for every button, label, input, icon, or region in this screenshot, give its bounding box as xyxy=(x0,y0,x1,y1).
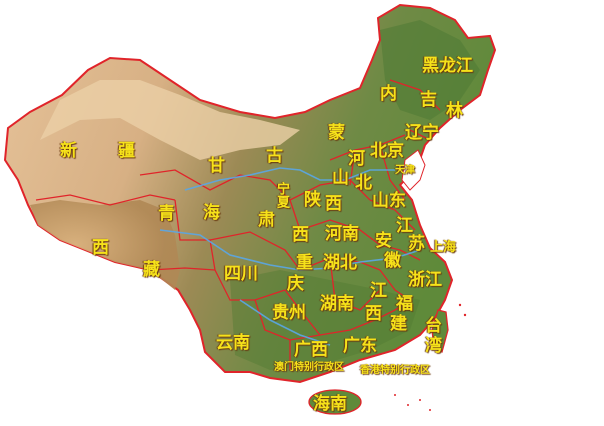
bohai-sea xyxy=(401,149,426,191)
label-guangdong: 广东 xyxy=(343,336,377,356)
label-xinjiang-2: 疆 xyxy=(118,141,135,161)
label-fujian-1: 福 xyxy=(396,294,413,314)
label-zhejiang: 浙江 xyxy=(408,270,442,290)
label-guizhou: 贵州 xyxy=(272,303,306,323)
label-sichuan: 四川 xyxy=(224,264,258,284)
label-neimenggu-3: 古 xyxy=(266,146,283,166)
label-neimenggu-1: 内 xyxy=(380,84,397,104)
label-jilin-1: 吉 xyxy=(420,90,437,110)
label-taiwan-2: 湾 xyxy=(425,336,442,356)
label-shanghai: 上海 xyxy=(430,240,457,255)
label-shaanxi-1: 陕 xyxy=(304,190,321,210)
label-hubei: 湖北 xyxy=(323,253,357,273)
label-chongqing-1: 重 xyxy=(296,253,313,273)
label-chongqing-2: 庆 xyxy=(287,274,304,294)
label-guangxi: 广西 xyxy=(294,340,328,360)
label-macau: 澳门特别行政区 xyxy=(274,362,344,373)
label-jiangxi-1: 江 xyxy=(370,281,387,301)
desert-region xyxy=(40,80,300,160)
label-neimenggu-2: 蒙 xyxy=(328,123,345,143)
small-islands xyxy=(394,303,467,411)
label-hainan: 海南 xyxy=(313,394,347,414)
label-xinjiang-1: 新 xyxy=(60,141,77,161)
province-borders xyxy=(35,79,441,370)
label-taiwan-1: 台 xyxy=(425,316,442,336)
label-hebei-2: 北 xyxy=(355,173,372,193)
label-henan: 河南 xyxy=(325,224,359,244)
label-hunan: 湖南 xyxy=(320,294,354,314)
label-hongkong: 香港特别行政区 xyxy=(360,365,430,376)
label-shanxi-1: 山 xyxy=(332,168,349,188)
label-gansu-1: 甘 xyxy=(208,156,225,176)
label-ningxia: 宁夏 xyxy=(274,182,289,208)
label-qinghai-1: 青 xyxy=(158,204,175,224)
label-beijing: 北京 xyxy=(370,141,404,161)
label-xizang-1: 西 xyxy=(92,238,109,258)
label-shanxi-2: 西 xyxy=(325,194,342,214)
label-jiangsu-1: 江 xyxy=(396,216,413,236)
label-yunnan: 云南 xyxy=(216,333,250,353)
mountain-region xyxy=(380,20,480,120)
label-shandong: 山东 xyxy=(372,191,406,211)
label-xizang-2: 藏 xyxy=(143,260,160,280)
label-heilongjiang: 黑龙江 xyxy=(422,56,473,76)
label-jiangsu-2: 苏 xyxy=(408,234,425,254)
tibet-plateau xyxy=(30,200,180,290)
hainan-island xyxy=(308,389,362,415)
label-hebei-1: 河 xyxy=(348,149,365,169)
label-jilin-2: 林 xyxy=(446,101,463,121)
label-qinghai-2: 海 xyxy=(203,203,220,223)
taiwan-island xyxy=(431,309,449,353)
label-shaanxi-2: 西 xyxy=(292,225,309,245)
label-liaoning: 辽宁 xyxy=(405,123,439,143)
southern-hills xyxy=(230,270,420,370)
label-tianjin: 天津 xyxy=(395,165,415,176)
rivers xyxy=(159,167,421,346)
label-gansu-2: 肃 xyxy=(258,210,275,230)
label-anhui-2: 徽 xyxy=(384,251,401,271)
label-fujian-2: 建 xyxy=(390,314,407,334)
label-jiangxi-2: 西 xyxy=(365,304,382,324)
label-anhui-1: 安 xyxy=(375,231,392,251)
